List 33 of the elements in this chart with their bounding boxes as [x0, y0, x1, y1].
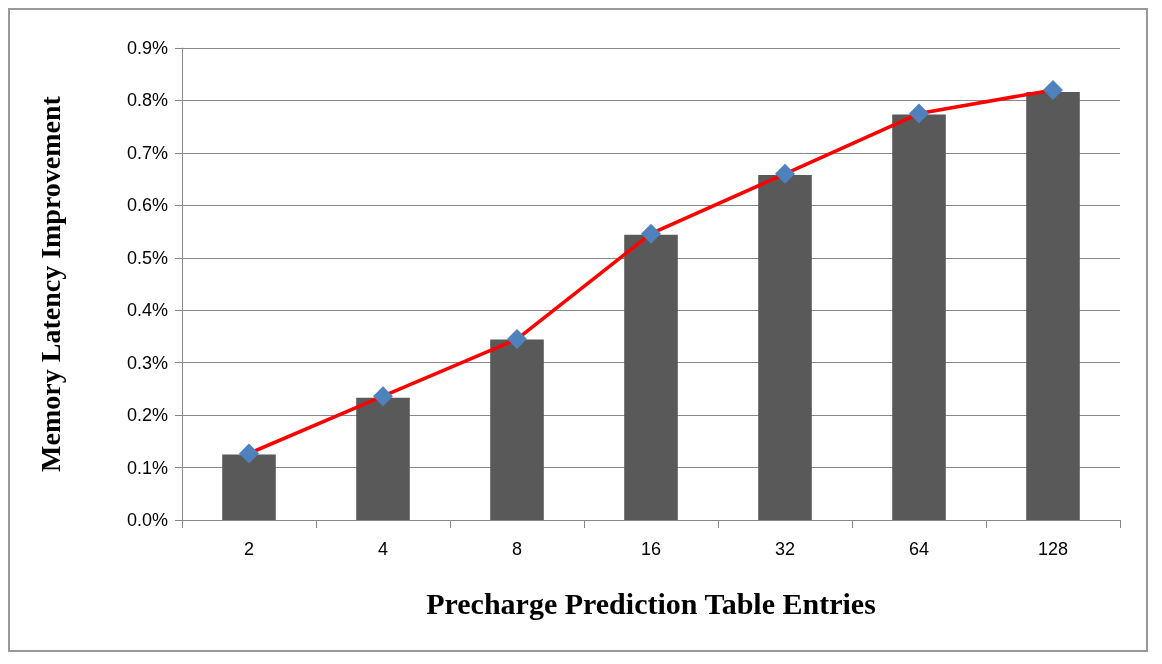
point: [641, 223, 661, 244]
x-tick-label: 128: [1037, 539, 1069, 559]
point: [909, 103, 929, 124]
y-axis-title: Memory Latency Improvement: [34, 95, 66, 472]
bar: [892, 114, 946, 520]
y-tick-label: 0.5%: [126, 247, 168, 268]
point: [239, 443, 259, 464]
x-tick-label: 64: [908, 539, 930, 559]
bar: [1026, 92, 1080, 520]
y-tick-label: 0.9%: [126, 38, 168, 58]
bar: [356, 397, 410, 520]
y-tick-label: 0.0%: [126, 510, 168, 530]
y-tick-label: 0.6%: [126, 195, 168, 216]
x-axis-title: Precharge Prediction Table Entries: [426, 586, 876, 620]
bar: [624, 234, 678, 520]
y-tick-label: 0.3%: [126, 352, 168, 373]
y-tick-label: 0.8%: [126, 90, 168, 111]
x-tick-label: 2: [243, 539, 255, 559]
x-tick-label: 8: [511, 539, 523, 559]
x-tick-label: 4: [377, 539, 389, 559]
y-tick-label: 0.7%: [126, 142, 168, 163]
point: [1043, 79, 1063, 100]
point: [507, 329, 527, 350]
point: [775, 163, 795, 184]
y-tick-label: 0.4%: [126, 300, 168, 321]
x-tick-label: 16: [640, 539, 662, 559]
y-tick-label: 0.2%: [126, 405, 168, 426]
x-tick-label: 32: [774, 539, 796, 559]
y-tick-label: 0.1%: [126, 457, 168, 478]
bar: [222, 454, 276, 520]
bar: [490, 339, 544, 520]
point: [373, 386, 393, 407]
bar: [758, 174, 812, 520]
